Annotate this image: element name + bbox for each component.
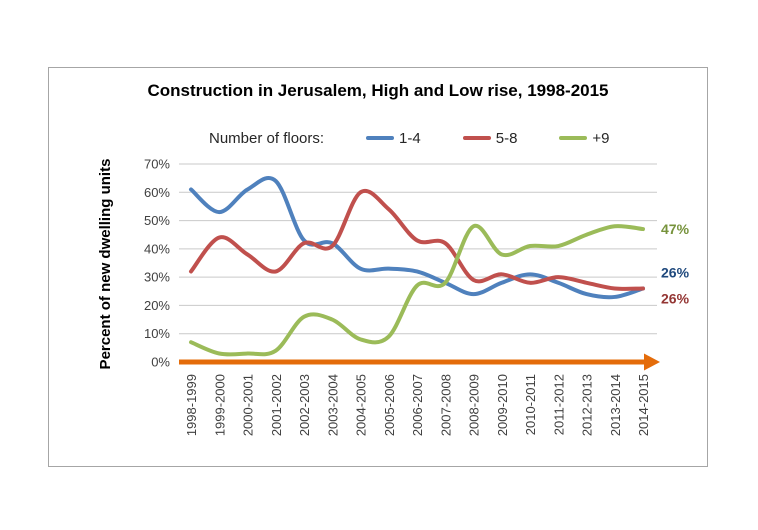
x-tick-label: 2009-2010 (495, 374, 510, 436)
line-chart: 0% 10% 20% 30% 40% 50% 60% 70% 1998-1999 1999-200… (144, 156, 690, 436)
x-tick-label: 2002-2003 (297, 374, 312, 436)
x-tick-label: 2014-2015 (636, 374, 651, 436)
x-tick-label: 2003-2004 (325, 374, 340, 436)
x-tick-label: 2010-2011 (523, 374, 538, 435)
legend-swatch-red-icon (462, 136, 491, 140)
y-tick-label: 40% (144, 241, 170, 256)
end-label-+9: 47% (661, 221, 690, 237)
y-tick-label: 60% (144, 185, 170, 200)
y-tick-label: 70% (144, 156, 170, 171)
x-tick-label: 2006-2007 (410, 374, 425, 436)
x-tick-label: 2013-2014 (608, 374, 623, 436)
x-tick-label: 2007-2008 (438, 374, 453, 436)
x-axis-arrow-icon (644, 353, 660, 371)
series-line-1-4 (189, 176, 645, 300)
legend-item-1-4: 1-4 (366, 130, 421, 147)
legend: Number of floors: 1-4 5-8 +9 (209, 128, 610, 148)
legend-label: +9 (592, 129, 610, 147)
series-line-+9 (189, 223, 645, 357)
y-tick-label: 0% (151, 355, 170, 370)
y-tick-label: 30% (144, 270, 170, 285)
x-tick-label: 1999-2000 (212, 374, 227, 436)
y-tick-label: 50% (144, 213, 170, 228)
x-tick-label: 2001-2002 (269, 374, 284, 436)
legend-item-plus9: +9 (559, 129, 610, 147)
legend-label: 5-8 (495, 129, 518, 147)
y-tick-label: 10% (144, 326, 170, 341)
end-label-1-4: 26% (661, 264, 690, 280)
legend-swatch-blue-icon (366, 136, 395, 140)
x-tick-label: 2011-2012 (551, 374, 566, 435)
x-tick-label: 2005-2006 (382, 374, 397, 436)
y-tick-label: 20% (144, 298, 170, 313)
x-tick-label: 2004-2005 (354, 374, 369, 436)
legend-item-5-8: 5-8 (462, 129, 518, 147)
end-label-5-8: 26% (661, 290, 690, 306)
legend-title: Number of floors: (209, 129, 325, 147)
chart-frame: Construction in Jerusalem, High and Low … (48, 67, 708, 467)
legend-swatch-green-icon (559, 136, 588, 140)
x-tick-label: 2012-2013 (580, 374, 595, 436)
legend-label: 1-4 (399, 129, 421, 147)
x-tick-label: 2000-2001 (241, 374, 256, 436)
series-line-5-8 (189, 188, 645, 291)
chart-title: Construction in Jerusalem, High and Low … (147, 81, 609, 100)
x-tick-label: 2008-2009 (467, 374, 482, 436)
x-tick-label: 1998-1999 (184, 374, 199, 436)
